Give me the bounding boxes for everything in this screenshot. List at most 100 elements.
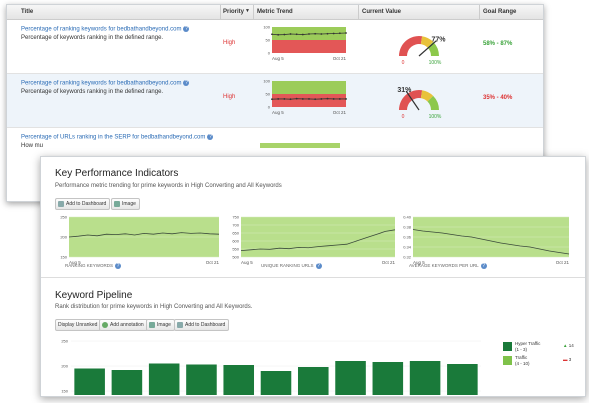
axis-tick-label: 100 bbox=[263, 25, 270, 30]
col-title[interactable]: Title bbox=[21, 9, 34, 15]
kpi-section-title: Key Performance Indicators bbox=[55, 168, 179, 179]
kpi-description: Percentage of keywords ranking in the de… bbox=[21, 89, 164, 95]
trend-point bbox=[332, 32, 335, 35]
trend-point bbox=[338, 98, 341, 100]
axis-end-label: Oct 21 bbox=[206, 260, 220, 265]
trend-point bbox=[271, 33, 273, 36]
kpi-pipeline-panel: Key Performance Indicators Performance m… bbox=[40, 156, 586, 397]
help-icon[interactable]: ? bbox=[115, 263, 122, 269]
trend-point bbox=[289, 33, 292, 35]
pipeline-bar bbox=[372, 362, 404, 395]
image-button[interactable]: Image bbox=[146, 319, 175, 331]
trend-point bbox=[326, 97, 329, 100]
add-annotation-button[interactable]: Add annotation bbox=[99, 319, 148, 331]
display-unranked-button[interactable]: Display Unranked bbox=[55, 319, 102, 331]
trend-point bbox=[320, 98, 323, 100]
gauge-min-label: 0 bbox=[402, 114, 405, 120]
axis-start-label: Aug 5 bbox=[241, 260, 253, 265]
axis-tick-label: 650 bbox=[232, 231, 239, 236]
axis-tick-label: 200 bbox=[61, 364, 68, 369]
help-icon[interactable]: ? bbox=[183, 80, 190, 86]
triangle-down-icon[interactable]: ▼ bbox=[245, 8, 250, 14]
axis-start-label: Aug 5 bbox=[69, 260, 81, 265]
current-value-gauge: 31% 0 100% bbox=[397, 87, 442, 120]
axis-end-label: Oct 21 bbox=[556, 260, 570, 265]
table-row: Percentage of ranking keywords for bedba… bbox=[7, 20, 543, 74]
pipeline-bar bbox=[297, 367, 329, 395]
axis-tick-label: 50 bbox=[266, 92, 271, 97]
axis-tick-label: 0.36 bbox=[403, 235, 412, 240]
legend-swatch-traffic bbox=[503, 356, 512, 365]
gauge-min-label: 0 bbox=[402, 60, 405, 66]
table-header: Title Priority ▼ Metric Trend Current Va… bbox=[7, 5, 543, 20]
axis-tick-label: 600 bbox=[232, 239, 239, 244]
legend-hyper-traffic[interactable]: Hyper Traffic (1 - 3) bbox=[515, 341, 541, 352]
plus-icon bbox=[102, 321, 108, 328]
kpi-title-link[interactable]: Percentage of ranking keywords for bedba… bbox=[21, 26, 190, 33]
trend-point bbox=[289, 98, 292, 101]
help-icon[interactable]: ? bbox=[315, 263, 322, 269]
col-goal-range[interactable]: Goal Range bbox=[483, 9, 517, 15]
gauge-needle bbox=[405, 90, 420, 111]
gauge-max-label: 100% bbox=[429, 60, 442, 66]
trend-point bbox=[283, 33, 286, 36]
trend-point bbox=[283, 98, 286, 100]
chart-plot-area bbox=[241, 217, 395, 257]
trend-point bbox=[271, 98, 273, 101]
axis-end-label: Oct 21 bbox=[333, 56, 347, 61]
average-keywords-per-url-caption: AVERAGE KEYWORDS PER URL? bbox=[409, 263, 487, 269]
gauge-value-label: 77% bbox=[431, 36, 446, 43]
goal-range-value: 35% - 40% bbox=[483, 95, 513, 101]
kpi-section-subtitle: Performance metric trending for prime ke… bbox=[55, 183, 282, 189]
pipeline-bar bbox=[447, 364, 478, 395]
keyword-pipeline-chart: 250 200 150 bbox=[61, 339, 481, 395]
kpi-title-link[interactable]: Percentage of ranking keywords for bedba… bbox=[21, 80, 190, 87]
trend-point bbox=[338, 32, 341, 35]
gauge-needle bbox=[418, 40, 437, 57]
axis-start-label: Aug 5 bbox=[272, 56, 284, 61]
pipeline-bar bbox=[223, 365, 255, 395]
image-button[interactable]: Image bbox=[111, 198, 140, 210]
add-to-dashboard-button[interactable]: Add to Dashboard bbox=[55, 198, 111, 210]
pipeline-bar bbox=[260, 371, 292, 395]
axis-tick-label: 150 bbox=[61, 389, 68, 394]
dashboard-icon bbox=[177, 321, 183, 328]
axis-tick-label: 0 bbox=[268, 51, 271, 56]
add-to-dashboard-button[interactable]: Add to Dashboard bbox=[174, 319, 230, 331]
legend-traffic[interactable]: Traffic (4 - 10) bbox=[515, 355, 530, 366]
trend-point bbox=[301, 98, 304, 100]
section-divider bbox=[41, 277, 585, 278]
table-row: Percentage of URLs ranking in the SERP f… bbox=[7, 128, 543, 188]
trend-point bbox=[320, 33, 323, 35]
image-icon bbox=[114, 200, 120, 207]
axis-tick-label: 50 bbox=[266, 38, 271, 43]
help-icon[interactable]: ? bbox=[183, 26, 190, 32]
kpi-description: Percentage of keywords ranking in the de… bbox=[21, 35, 164, 41]
col-priority[interactable]: Priority bbox=[223, 9, 245, 15]
axis-tick-label: 0.40 bbox=[403, 215, 412, 220]
priority-value: High bbox=[223, 94, 236, 100]
axis-tick-label: 750 bbox=[232, 215, 239, 220]
kpi-title-link[interactable]: Percentage of URLs ranking in the SERP f… bbox=[21, 134, 214, 141]
help-icon[interactable]: ? bbox=[207, 134, 214, 140]
pipeline-bar bbox=[409, 361, 441, 395]
pipeline-section-title: Keyword Pipeline bbox=[55, 290, 133, 301]
pipeline-bar bbox=[111, 370, 143, 395]
pipeline-section-subtitle: Rank distribution for prime keywords in … bbox=[55, 304, 253, 310]
axis-tick-label: 500 bbox=[232, 255, 239, 260]
gauge-green-band bbox=[427, 95, 439, 110]
traffic-change: ▬ 3 bbox=[563, 357, 572, 362]
col-metric-trend[interactable]: Metric Trend bbox=[257, 9, 293, 15]
kpi-trend-line bbox=[68, 232, 220, 238]
image-icon bbox=[149, 321, 155, 328]
kpi-trend-line bbox=[412, 229, 570, 255]
col-current-value[interactable]: Current Value bbox=[362, 9, 402, 15]
axis-tick-label: 0.38 bbox=[403, 225, 412, 230]
hyper-traffic-change: ▲ 14 bbox=[563, 343, 574, 348]
help-icon[interactable]: ? bbox=[480, 263, 487, 269]
axis-tick-label: 700 bbox=[232, 223, 239, 228]
